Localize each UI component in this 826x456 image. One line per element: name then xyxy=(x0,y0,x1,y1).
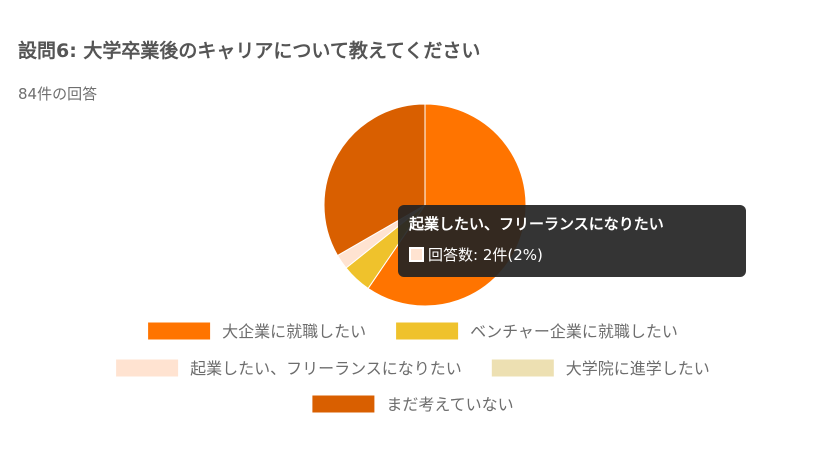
legend-label: 起業したい、フリーランスになりたい xyxy=(190,359,462,378)
response-count: 84件の回答 xyxy=(18,85,98,103)
legend-swatch xyxy=(116,359,179,377)
tooltip-color-swatch xyxy=(409,247,424,262)
legend-swatch xyxy=(312,395,375,413)
legend-swatch xyxy=(491,359,554,377)
legend-item[interactable]: 大企業に就職したい xyxy=(148,322,366,341)
legend-swatch xyxy=(396,322,459,340)
legend-item[interactable]: 起業したい、フリーランスになりたい xyxy=(116,359,462,378)
legend-label: まだ考えていない xyxy=(386,395,513,414)
legend-label: 大企業に就職したい xyxy=(222,322,366,341)
chart-title: 設問6: 大学卒業後のキャリアについて教えてください xyxy=(18,40,481,62)
legend-item[interactable]: まだ考えていない xyxy=(312,395,514,414)
tooltip-body: 回答数: 2件(2%) xyxy=(409,244,735,265)
legend-item[interactable]: 大学院に進学したい xyxy=(491,359,710,378)
tooltip-value: 回答数: 2件(2%) xyxy=(428,246,543,264)
tooltip-title: 起業したい、フリーランスになりたい xyxy=(409,215,664,233)
legend-label: ベンチャー企業に就職したい xyxy=(470,322,678,341)
legend-item[interactable]: ベンチャー企業に就職したい xyxy=(396,322,678,341)
legend-label: 大学院に進学したい xyxy=(566,359,710,378)
legend-swatch xyxy=(148,322,211,340)
chart-tooltip: 起業したい、フリーランスになりたい 回答数: 2件(2%) xyxy=(398,205,746,277)
